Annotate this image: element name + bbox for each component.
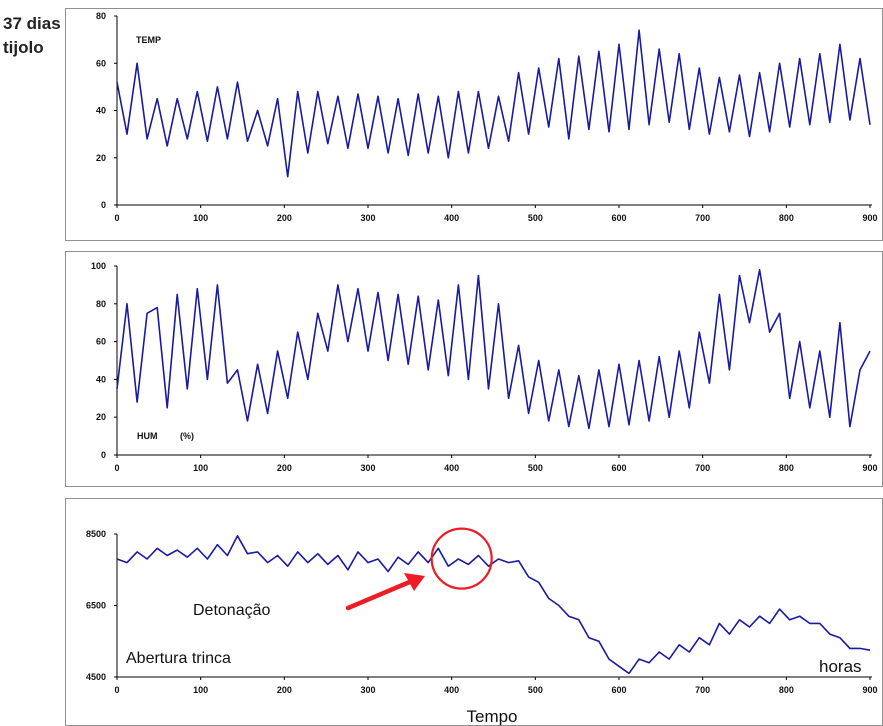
- x-tick-label: 300: [360, 685, 375, 695]
- x-tick-label: 800: [779, 213, 794, 223]
- x-tick-label: 900: [862, 213, 877, 223]
- x-tick-label: 700: [695, 213, 710, 223]
- y-tick-label: 60: [96, 337, 106, 347]
- x-tick-label: 300: [360, 213, 375, 223]
- y-tick-label: 20: [96, 412, 106, 422]
- y-tick-label: 80: [96, 299, 106, 309]
- header-line-2: tijolo: [3, 38, 44, 57]
- chart-hum: 0 100 200 300 400 500 600 700 800 900 0 20 40 60 80 100…: [91, 261, 878, 473]
- x-unit-label: horas: [819, 657, 862, 676]
- x-tick-label: 900: [862, 463, 877, 473]
- x-tick-label: 0: [114, 685, 119, 695]
- y-tick-label: 60: [96, 58, 106, 68]
- x-tick-label: 800: [779, 685, 794, 695]
- y-tick-label: 40: [96, 106, 106, 116]
- x-axis-title: Tempo: [466, 707, 517, 726]
- panel-label-temp: TEMP: [136, 35, 161, 45]
- panel-frame-hum: [65, 251, 883, 487]
- y-tick-label: 100: [91, 261, 106, 271]
- detonation-circle: [430, 527, 493, 590]
- y-tick-label: 0: [101, 450, 106, 460]
- x-tick-label: 500: [528, 213, 543, 223]
- x-tick-label: 100: [193, 463, 208, 473]
- panel-unit-hum: (%): [180, 431, 194, 441]
- x-tick-label: 600: [611, 463, 626, 473]
- panel-label-hum: HUM: [137, 431, 158, 441]
- x-tick-label: 400: [444, 463, 459, 473]
- x-tick-label: 500: [528, 463, 543, 473]
- y-tick-label: 0: [101, 200, 106, 210]
- y-tick-label: 4500: [86, 672, 106, 682]
- x-tick-label: 400: [444, 213, 459, 223]
- x-tick-label: 200: [277, 685, 292, 695]
- detonation-arrow-shaft: [345, 578, 415, 611]
- y-tick-label: 40: [96, 374, 106, 384]
- x-tick-label: 600: [611, 213, 626, 223]
- x-tick-label: 100: [193, 213, 208, 223]
- detonation-arrow-head: [404, 573, 425, 591]
- chart-temp: 0 100 200 300 400 500 600 700 800 900 0 20 40 60 80 TEM…: [96, 11, 878, 223]
- x-tick-label: 600: [611, 685, 626, 695]
- detonation-label: Detonação: [193, 602, 270, 619]
- x-tick-label: 800: [779, 463, 794, 473]
- x-tick-label: 300: [360, 463, 375, 473]
- chart-crack: 0 100 200 300 400 500 600 700 800 900 4500 6500 8500…: [86, 527, 878, 695]
- x-tick-label: 400: [444, 685, 459, 695]
- series-line-crack: [116, 534, 871, 675]
- panel-frame-crack: [65, 498, 883, 726]
- x-tick-label: 700: [695, 463, 710, 473]
- header-line-1: 37 dias: [3, 14, 61, 33]
- y-tick-label: 80: [96, 11, 106, 21]
- panel-frame-temp: [65, 8, 883, 241]
- y-tick-label: 8500: [86, 529, 106, 539]
- series-line-temp: [116, 29, 871, 178]
- series-line-hum: [116, 268, 871, 430]
- x-tick-label: 0: [114, 463, 119, 473]
- y-tick-label: 20: [96, 153, 106, 163]
- x-tick-label: 500: [528, 685, 543, 695]
- x-tick-label: 900: [862, 685, 877, 695]
- y-tick-label: 6500: [86, 601, 106, 611]
- x-tick-label: 0: [114, 213, 119, 223]
- x-tick-label: 200: [277, 213, 292, 223]
- x-tick-label: 100: [193, 685, 208, 695]
- x-tick-label: 700: [695, 685, 710, 695]
- x-tick-label: 200: [277, 463, 292, 473]
- panel-label-crack: Abertura trinca: [126, 650, 231, 667]
